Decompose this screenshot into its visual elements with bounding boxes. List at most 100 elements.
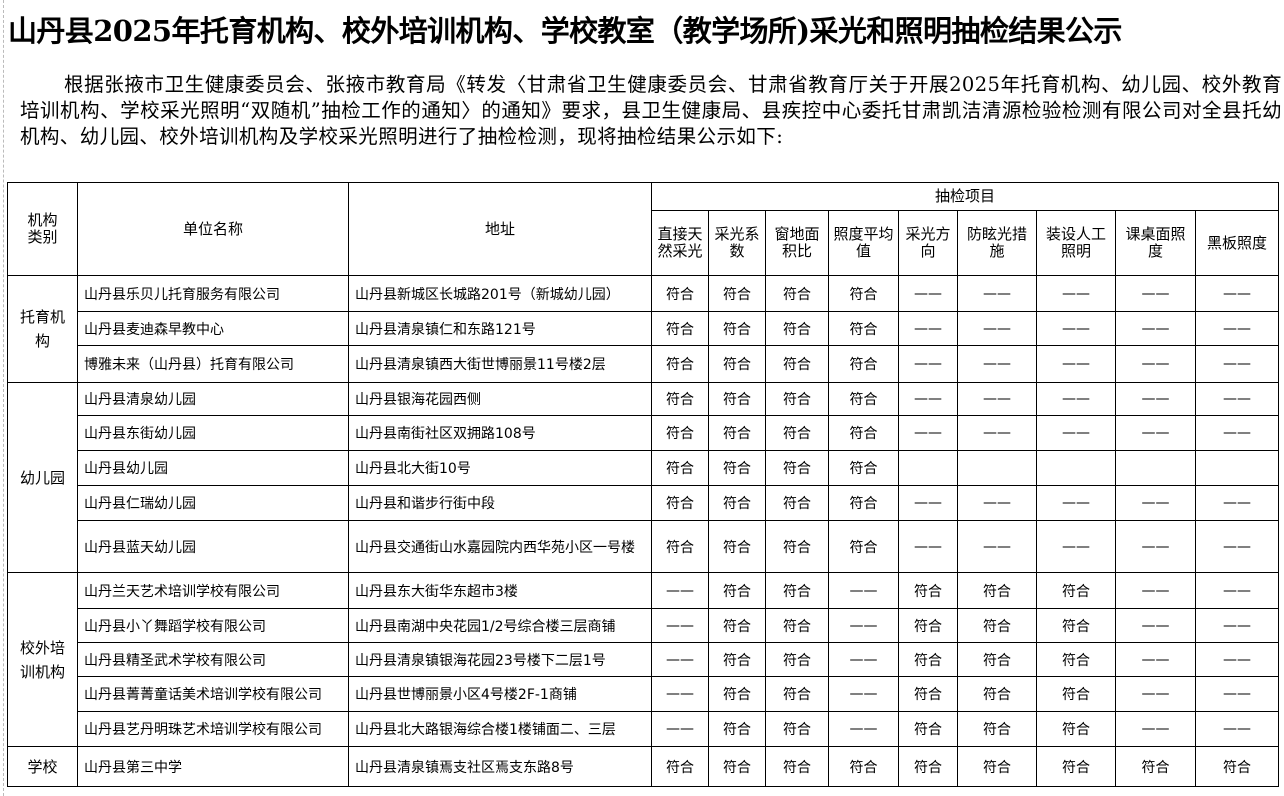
address-cell: 山丹县北大街10号 [348, 450, 652, 486]
result-cell: —— [898, 275, 958, 312]
result-cell: 符合 [765, 746, 829, 787]
result-cell: 符合 [898, 746, 958, 787]
header-item: 采光方向 [898, 210, 958, 276]
result-cell: 符合 [708, 642, 766, 677]
result-cell: 符合 [1036, 608, 1116, 643]
header-item: 课桌面照度 [1115, 210, 1196, 276]
header-item: 直接天然采光 [651, 210, 709, 276]
result-cell: —— [828, 642, 899, 677]
result-cell: 符合 [651, 345, 709, 383]
result-cell: 符合 [765, 382, 829, 416]
result-cell: —— [1195, 345, 1279, 383]
header-item: 窗地面积比 [765, 210, 829, 276]
address-cell: 山丹县东大街华东超市3楼 [348, 572, 652, 609]
result-cell: —— [957, 415, 1037, 451]
category-cell: 校外培训机构 [7, 572, 78, 747]
name-cell: 山丹县第三中学 [77, 746, 349, 787]
category-cell: 托育机构 [7, 275, 78, 383]
header-address: 地址 [348, 182, 652, 276]
result-cell: 符合 [898, 711, 958, 747]
result-cell: 符合 [957, 746, 1037, 787]
result-cell: —— [1036, 345, 1116, 383]
table-row: 山丹县幼儿园 山丹县北大街10号 符合 符合 符合 符合 [8, 450, 1279, 486]
result-cell: 符合 [708, 345, 766, 383]
result-cell: 符合 [765, 450, 829, 486]
result-cell: —— [898, 415, 958, 451]
page-title: 山丹县2025年托育机构、校外培训机构、学校教室（教学场所)采光和照明抽检结果公… [8, 14, 1122, 48]
name-cell: 山丹县幼儿园 [77, 450, 349, 486]
result-cell: —— [1195, 311, 1279, 346]
result-cell [957, 450, 1037, 486]
address-cell: 山丹县清泉镇焉支社区焉支东路8号 [348, 746, 652, 787]
result-cell: 符合 [651, 746, 709, 787]
address-cell: 山丹县清泉镇西大街世博丽景11号楼2层 [348, 345, 652, 383]
result-cell: —— [1195, 608, 1279, 643]
result-cell: —— [1195, 711, 1279, 747]
address-cell: 山丹县交通街山水嘉园院内西华苑小区一号楼 [348, 520, 652, 573]
header-name: 单位名称 [77, 182, 349, 276]
result-cell: —— [828, 711, 899, 747]
result-cell [1036, 450, 1116, 486]
result-cell: —— [1195, 520, 1279, 573]
address-cell: 山丹县清泉镇仁和东路121号 [348, 311, 652, 346]
result-cell: 符合 [1115, 746, 1196, 787]
table-row: 山丹县菁菁童话美术培训学校有限公司 山丹县世博丽景小区4号楼2F-1商铺 —— 符合符… [8, 676, 1279, 712]
result-cell: —— [1195, 275, 1279, 312]
result-cell: —— [957, 311, 1037, 346]
address-cell: 山丹县南街社区双拥路108号 [348, 415, 652, 451]
table-row: 幼儿园 山丹县清泉幼儿园 山丹县银海花园西侧 符合 符合 符合 符合 —— —— —— —— —— [7, 382, 1279, 573]
result-cell: —— [1115, 311, 1196, 346]
result-cell: —— [957, 275, 1037, 312]
result-cell: —— [957, 345, 1037, 383]
result-cell: —— [1036, 485, 1116, 521]
result-cell: —— [651, 711, 709, 747]
result-cell: 符合 [765, 711, 829, 747]
header-item: 防眩光措施 [957, 210, 1037, 276]
result-cell: —— [651, 642, 709, 677]
result-cell: —— [1115, 415, 1196, 451]
result-cell: —— [1115, 642, 1196, 677]
result-cell: 符合 [828, 746, 899, 787]
name-cell: 山丹县麦迪森早教中心 [77, 311, 349, 346]
result-cell: 符合 [828, 275, 899, 312]
header-item: 装设人工照明 [1036, 210, 1116, 276]
result-cell: 符合 [957, 711, 1037, 747]
result-cell: 符合 [1036, 676, 1116, 712]
result-cell: 符合 [828, 415, 899, 451]
result-cell: 符合 [957, 572, 1037, 609]
address-cell: 山丹县清泉镇银海花园23号楼下二层1号 [348, 642, 652, 677]
result-cell: —— [828, 676, 899, 712]
result-cell: 符合 [957, 608, 1037, 643]
result-cell: 符合 [828, 485, 899, 521]
result-cell: 符合 [651, 520, 709, 573]
result-cell: —— [651, 608, 709, 643]
result-cell: 符合 [765, 608, 829, 643]
name-cell: 山丹县仁瑞幼儿园 [77, 485, 349, 521]
result-cell: 符合 [708, 711, 766, 747]
table-row: 山丹县精圣武术学校有限公司 山丹县清泉镇银海花园23号楼下二层1号 —— 符合 符合 ——… [8, 642, 1279, 677]
result-cell: 符合 [957, 642, 1037, 677]
table-row: 托育机构 山丹县乐贝儿托育服务有限公司 山丹县新城区长城路201号（新城幼儿园） 符合… [7, 275, 1279, 383]
result-cell: —— [828, 572, 899, 609]
result-cell: 符合 [898, 572, 958, 609]
intro-paragraph: 根据张掖市卫生健康委员会、张掖市教育局《转发〈甘肃省卫生健康委员会、甘肃省教育厅… [20, 73, 1282, 148]
result-cell: —— [1115, 711, 1196, 747]
result-cell: —— [1115, 520, 1196, 573]
page-margin-guide [3, 0, 4, 796]
result-cell: —— [1195, 485, 1279, 521]
result-cell: —— [1036, 520, 1116, 573]
result-cell: 符合 [765, 572, 829, 609]
table-row: 校外培训机构 山丹兰天艺术培训学校有限公司 山丹县东大街华东超市3楼 —— 符合 符合 ——… [7, 572, 1279, 747]
result-cell: —— [1115, 382, 1196, 416]
result-cell: 符合 [651, 275, 709, 312]
result-cell: 符合 [765, 275, 829, 312]
header-item: 采光系数 [708, 210, 766, 276]
header-category: 机构类别 [7, 182, 78, 276]
result-cell [898, 450, 958, 486]
table-row: 博雅未来（山丹县）托育有限公司 山丹县清泉镇西大街世博丽景11号楼2层 符合 符合 符合… [8, 345, 1279, 383]
table-row: 山丹县东街幼儿园 山丹县南街社区双拥路108号 符合 符合 符合 符合 —— —— —— —— —— [8, 415, 1279, 451]
result-cell: 符合 [765, 485, 829, 521]
result-cell: 符合 [708, 415, 766, 451]
header-item: 黑板照度 [1195, 210, 1279, 276]
result-cell: —— [898, 485, 958, 521]
